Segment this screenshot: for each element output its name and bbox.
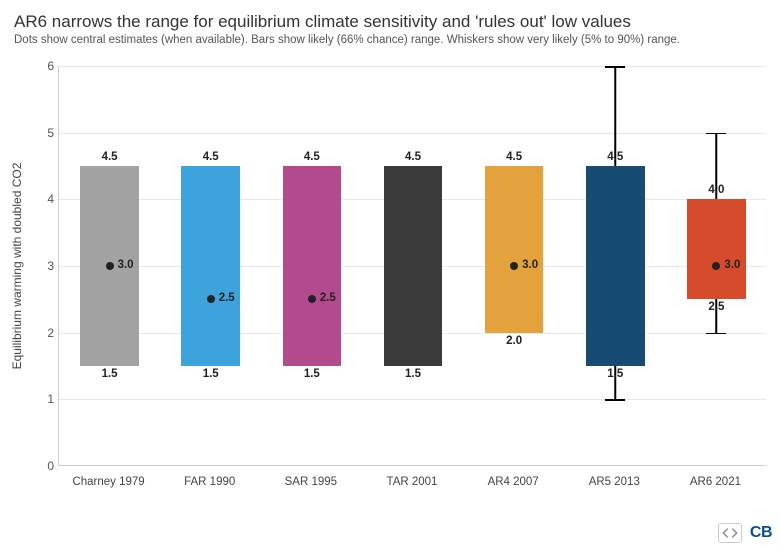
y-tick-label: 2 (34, 326, 54, 340)
range-bar (283, 166, 342, 366)
footer-attribution: CB (718, 523, 772, 543)
central-estimate-label: 3.0 (724, 259, 740, 271)
y-tick-label: 1 (34, 392, 54, 406)
central-estimate-label: 3.0 (118, 259, 134, 271)
bar-low-label: 1.5 (102, 368, 118, 380)
central-estimate-label: 3.0 (522, 259, 538, 271)
whisker-cap (605, 66, 625, 68)
x-tick-label: AR4 2007 (488, 476, 539, 488)
bar-low-label: 1.5 (405, 368, 421, 380)
y-axis-label: Equilibrium warming with doubled CO2 (10, 163, 24, 370)
x-tick-label: Charney 1979 (72, 476, 144, 488)
range-bar (384, 166, 443, 366)
bar-low-label: 1.5 (607, 368, 623, 380)
bar-high-label: 4.5 (607, 151, 623, 163)
bar-low-label: 1.5 (203, 368, 219, 380)
central-estimate-dot (207, 295, 215, 303)
bar-high-label: 4.5 (506, 151, 522, 163)
range-bar (586, 166, 645, 366)
central-estimate-dot (106, 262, 114, 270)
range-bar (181, 166, 240, 366)
bar-high-label: 4.5 (304, 151, 320, 163)
y-tick-label: 4 (34, 192, 54, 206)
range-bar (485, 166, 544, 333)
chart-title: AR6 narrows the range for equilibrium cl… (0, 0, 780, 34)
whisker-cap (706, 333, 726, 335)
y-tick-label: 6 (34, 59, 54, 73)
bar-high-label: 4.5 (405, 151, 421, 163)
carbon-brief-logo-icon: CB (750, 524, 772, 542)
grid-line (59, 399, 766, 400)
bar-high-label: 4.5 (102, 151, 118, 163)
bar-low-label: 2.0 (506, 335, 522, 347)
y-tick-label: 3 (34, 259, 54, 273)
x-tick-label: AR5 2013 (589, 476, 640, 488)
central-estimate-label: 2.5 (219, 292, 235, 304)
central-estimate-dot (510, 262, 518, 270)
central-estimate-dot (712, 262, 720, 270)
bar-low-label: 1.5 (304, 368, 320, 380)
x-tick-label: FAR 1990 (184, 476, 235, 488)
bar-high-label: 4.5 (203, 151, 219, 163)
central-estimate-label: 2.5 (320, 292, 336, 304)
whisker-cap (605, 399, 625, 401)
whisker-cap (706, 133, 726, 135)
embed-code-icon[interactable] (718, 523, 742, 543)
bar-low-label: 2.5 (708, 301, 724, 313)
range-bar (687, 199, 746, 299)
y-tick-label: 0 (34, 459, 54, 473)
grid-line (59, 133, 766, 134)
y-tick-label: 5 (34, 126, 54, 140)
bar-high-label: 4.0 (708, 184, 724, 196)
x-tick-label: SAR 1995 (285, 476, 337, 488)
x-tick-label: TAR 2001 (387, 476, 438, 488)
chart-container: Equilibrium warming with doubled CO2 4.5… (0, 58, 780, 498)
x-tick-label: AR6 2021 (690, 476, 741, 488)
grid-line (59, 66, 766, 67)
chart-subtitle: Dots show central estimates (when availa… (0, 34, 780, 52)
central-estimate-dot (308, 295, 316, 303)
plot-area: 4.5 1.5 3.0 4.5 1.5 2.5 4.5 1.5 2.5 4.5 1.5 4.5 2.0 3… (58, 66, 766, 466)
